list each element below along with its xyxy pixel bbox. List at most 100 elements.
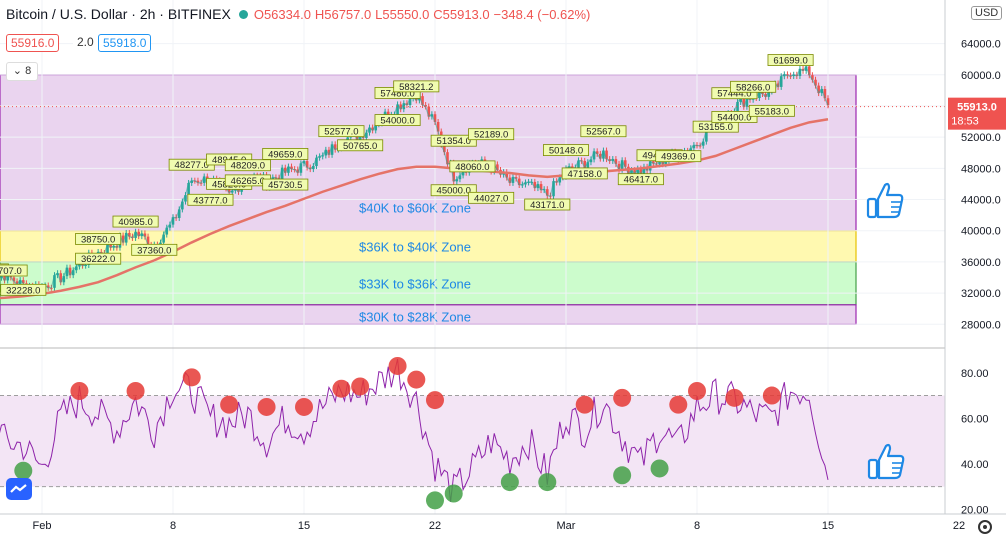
candle-body (567, 166, 571, 169)
price-label: 43171.0 (530, 200, 564, 211)
candle-body (533, 181, 537, 189)
icons (866, 182, 992, 534)
price-label: 47158.0 (568, 169, 602, 180)
candle-body (589, 159, 593, 163)
candle-body (187, 182, 190, 196)
thumbs-up-icon (867, 443, 905, 480)
overbought-marker (295, 397, 313, 416)
candle-body (290, 166, 293, 170)
price-tick: 32000.0 (961, 288, 1001, 300)
thumb-cuff (867, 458, 879, 480)
price-label: 48209.0 (231, 161, 265, 172)
candle-body (823, 89, 827, 99)
candle-body (461, 171, 465, 176)
price-label-box (580, 125, 627, 138)
candle-body (608, 159, 611, 161)
candle-body (817, 85, 820, 94)
candle-body (783, 74, 786, 77)
candle-body (171, 217, 175, 225)
candle-body (814, 79, 817, 86)
price-label-box (374, 114, 421, 126)
candle-body (227, 188, 231, 193)
thumb-cuff (866, 197, 878, 219)
candle-body (12, 277, 16, 282)
currency-button[interactable]: USD (971, 6, 1003, 20)
sell-button[interactable]: 55916.0 (6, 34, 60, 52)
last-price-badge-bg (948, 97, 1006, 130)
price-label: 48277.0 (175, 160, 209, 171)
candle-body (318, 156, 321, 158)
price-label: 40985.0 (118, 217, 152, 228)
tradingview-logo-icon[interactable] (6, 478, 32, 500)
candle-body (443, 144, 446, 153)
rsi-pane (0, 347, 945, 510)
candle-body (230, 190, 234, 193)
candle-body (524, 182, 527, 185)
overbought-marker (725, 388, 744, 407)
candle-body (65, 267, 69, 277)
candle-body (143, 233, 147, 237)
candle-body (46, 285, 50, 288)
candle-body (602, 150, 605, 159)
overbought-marker (351, 377, 370, 396)
buy-button[interactable]: 55918.0 (98, 34, 152, 52)
candle-body (312, 166, 315, 170)
oversold-marker (444, 484, 463, 503)
candle-body (595, 151, 599, 154)
candle-body (614, 159, 618, 164)
candle-body (162, 234, 165, 243)
candle-body (75, 266, 78, 271)
candle-body (78, 262, 81, 267)
rsi-tick: 60.00 (961, 413, 989, 425)
candle-body (396, 104, 399, 115)
candle-body (53, 275, 56, 288)
candle-body (458, 175, 462, 180)
candle-body (739, 98, 742, 102)
ohlc-high: H56757.0 (314, 7, 372, 22)
price-label: 34707.0 (0, 266, 22, 277)
price-label: 54000.0 (380, 116, 414, 127)
candle-body (586, 162, 590, 168)
price-label: 61699.0 (773, 56, 807, 67)
oversold-marker (538, 473, 557, 492)
candle-body (358, 134, 362, 141)
candle-body (577, 160, 580, 168)
time-tick: Feb (33, 520, 52, 532)
price-label: 46417.0 (624, 175, 658, 186)
overbought-marker (575, 395, 594, 414)
candle-body (365, 132, 368, 138)
oversold-marker (650, 459, 669, 478)
price-label-box (262, 178, 309, 191)
symbol-title[interactable]: Bitcoin / U.S. Dollar · 2h · BITFINEX (6, 6, 231, 22)
candle-body (371, 127, 374, 131)
candle-body (68, 267, 72, 276)
candle-body (427, 106, 431, 117)
collapse-count: 8 (25, 65, 32, 77)
candle-body (736, 101, 739, 112)
overbought-marker (332, 379, 351, 398)
overbought-marker (407, 370, 426, 389)
candle-body (121, 235, 125, 243)
candle-body (820, 89, 824, 94)
price-label-box (468, 128, 515, 141)
price-label: 49369.0 (661, 152, 695, 163)
price-label-box (0, 264, 28, 277)
price-label-box (430, 184, 477, 197)
time-tick: 8 (170, 520, 176, 532)
overbought-marker (70, 382, 89, 400)
candle-body (648, 161, 652, 171)
price-label: 53155.0 (699, 122, 733, 133)
price-label: 46265.0 (231, 176, 265, 187)
candle-body (536, 184, 540, 189)
candle-body (196, 180, 200, 183)
price-label-box (617, 173, 664, 186)
candle-body (605, 150, 608, 160)
indicators-collapse-button[interactable]: ⌄ 8 (6, 62, 38, 81)
zone-label: $40K to $60K Zone (359, 201, 471, 216)
candle-body (514, 177, 518, 179)
bar-countdown: 18:53 (951, 116, 979, 128)
candle-body (811, 75, 814, 80)
candle-body (324, 149, 328, 156)
candle-body (237, 188, 240, 192)
